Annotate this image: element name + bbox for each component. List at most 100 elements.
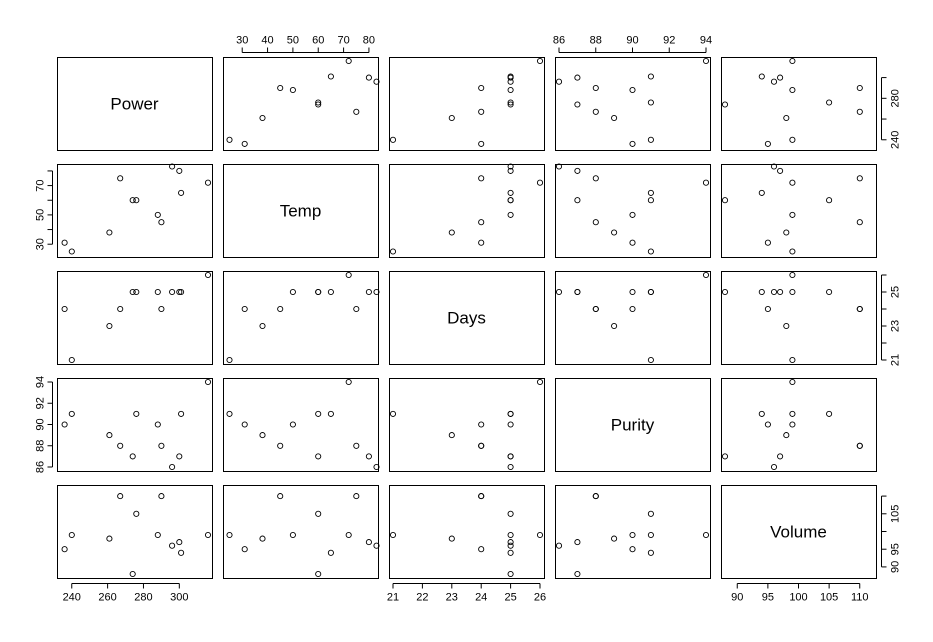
data-point-days-vs-temp-12	[345, 271, 352, 279]
data-point-days-vs-power-10	[176, 288, 183, 296]
data-point-volume-vs-days-6	[507, 510, 514, 517]
panel-volume-days	[389, 485, 545, 579]
data-point-purity-vs-power-11	[178, 410, 185, 417]
data-point-power-vs-days-3	[448, 114, 455, 122]
data-point-volume-vs-purity-12	[702, 531, 710, 539]
data-point-power-vs-purity-4	[592, 108, 599, 115]
data-point-days-vs-temp-6	[315, 288, 322, 296]
panel-days-purity	[555, 271, 711, 365]
data-point-purity-vs-temp-12	[345, 378, 352, 386]
data-point-purity-vs-power-10	[176, 453, 183, 460]
data-point-power-vs-volume-5	[721, 101, 729, 108]
panel-purity-temp	[223, 378, 379, 472]
data-point-days-vs-temp-11	[327, 288, 334, 296]
panel-temp-volume	[721, 164, 877, 258]
tick-label-volume-95: 95	[762, 592, 774, 604]
data-point-purity-vs-temp-1	[241, 421, 248, 428]
tick-label-volume-100: 100	[789, 592, 807, 604]
data-point-volume-vs-temp-10	[365, 539, 372, 546]
panel-temp-temp	[223, 164, 379, 258]
data-point-volume-vs-power-12	[204, 531, 212, 539]
data-point-days-vs-power-12	[204, 271, 212, 279]
data-point-temp-vs-days-1	[478, 239, 485, 246]
data-point-days-vs-power-2	[68, 356, 75, 364]
data-point-days-vs-temp-8	[277, 305, 284, 313]
panel-purity-purity	[555, 378, 711, 472]
data-point-purity-vs-power-1	[61, 421, 68, 428]
data-point-days-vs-temp-4	[353, 305, 360, 313]
data-point-power-vs-temp-5	[315, 101, 322, 108]
data-point-temp-vs-purity-11	[647, 189, 654, 196]
data-point-volume-vs-purity-1	[629, 546, 636, 553]
data-point-days-vs-volume-5	[721, 288, 729, 296]
data-point-purity-vs-power-12	[204, 378, 212, 386]
data-point-volume-vs-temp-3	[259, 535, 266, 542]
data-point-purity-vs-power-5	[129, 453, 136, 460]
data-point-power-vs-volume-1	[764, 140, 771, 147]
data-point-power-vs-purity-11	[647, 73, 654, 80]
data-point-power-vs-volume-9	[770, 78, 778, 85]
data-point-volume-vs-power-4	[117, 493, 124, 500]
panel-days-temp	[223, 271, 379, 365]
data-point-power-vs-volume-6	[826, 99, 833, 106]
data-point-temp-vs-days-2	[389, 248, 397, 255]
data-point-purity-vs-power-4	[117, 442, 124, 449]
data-point-days-vs-volume-6	[826, 288, 833, 296]
tick-label-purity-left-90: 90	[35, 418, 47, 430]
panel-days-power	[57, 271, 213, 365]
tick-label-purity-86: 86	[553, 35, 565, 47]
data-point-power-vs-temp-6	[315, 99, 322, 106]
data-point-temp-vs-power-3	[106, 229, 113, 236]
data-point-purity-vs-temp-6	[315, 410, 322, 417]
data-point-power-vs-purity-3	[611, 114, 618, 122]
tick-label-purity-92: 92	[663, 35, 675, 47]
data-point-temp-vs-purity-3	[611, 229, 618, 236]
data-point-volume-vs-days-12	[536, 531, 544, 539]
panel-purity-days	[389, 378, 545, 472]
data-point-days-vs-volume-12	[789, 271, 796, 279]
data-point-volume-vs-temp-7	[289, 531, 296, 539]
data-point-purity-vs-temp-5	[315, 453, 322, 460]
data-point-days-vs-purity-2	[647, 356, 654, 364]
data-point-temp-vs-power-10	[176, 167, 183, 174]
data-point-volume-vs-purity-8	[592, 493, 599, 500]
tick-label-days-22: 22	[416, 592, 428, 604]
data-point-days-vs-temp-10	[365, 288, 372, 296]
tick-label-purity-left-88: 88	[35, 440, 47, 452]
panel-purity-power	[57, 378, 213, 472]
data-point-purity-vs-power-7	[154, 421, 161, 428]
data-point-volume-vs-days-3	[448, 535, 455, 542]
data-point-volume-vs-power-7	[154, 531, 161, 539]
tick-label-temp-left-70: 70	[35, 179, 47, 191]
data-point-volume-vs-purity-3	[611, 535, 618, 542]
data-point-temp-vs-days-6	[507, 197, 514, 204]
tick-label-volume-105: 105	[820, 592, 838, 604]
data-point-volume-vs-days-7	[507, 531, 514, 539]
data-point-temp-vs-purity-6	[647, 197, 654, 204]
variable-label-power: Power	[110, 95, 159, 114]
data-point-days-vs-temp-3	[259, 322, 266, 330]
panel-volume-volume	[721, 485, 877, 579]
data-point-volume-vs-temp-4	[353, 493, 360, 500]
data-point-power-vs-days-8	[478, 84, 485, 92]
data-point-volume-vs-days-11	[507, 549, 514, 556]
data-point-volume-vs-power-8	[158, 493, 165, 500]
data-point-purity-vs-volume-12	[789, 378, 796, 386]
data-point-purity-vs-volume-5	[721, 453, 729, 460]
data-point-purity-vs-temp-9	[373, 463, 380, 471]
tick-label-purity-94: 94	[700, 35, 712, 47]
panel-days-volume	[721, 271, 877, 365]
data-point-days-vs-purity-7	[629, 288, 636, 296]
data-point-purity-vs-days-2	[389, 410, 397, 417]
tick-label-purity-left-86: 86	[35, 461, 47, 473]
data-point-purity-vs-days-12	[536, 378, 544, 386]
data-point-temp-vs-purity-2	[647, 248, 654, 255]
data-point-temp-vs-days-12	[536, 179, 544, 186]
data-point-volume-vs-days-5	[507, 570, 514, 578]
data-point-volume-vs-days-2	[389, 531, 397, 539]
data-point-volume-vs-purity-9	[555, 542, 563, 549]
data-point-volume-vs-temp-5	[315, 570, 322, 578]
data-point-volume-vs-purity-2	[647, 531, 654, 539]
data-point-power-vs-days-11	[507, 73, 514, 80]
